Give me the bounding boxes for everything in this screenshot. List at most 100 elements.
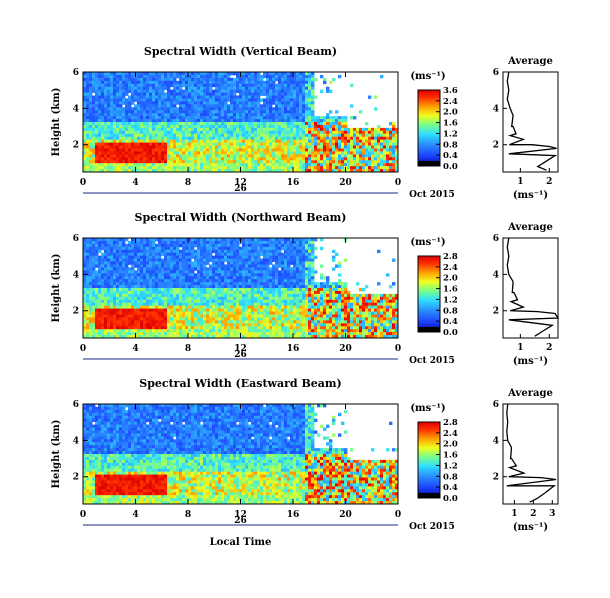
heatmap-cell — [155, 74, 159, 79]
heatmap-cell — [167, 305, 171, 309]
heatmap-cell — [221, 238, 225, 242]
heatmap-cell — [119, 136, 123, 141]
heatmap-cell — [227, 305, 231, 309]
heatmap-cell — [245, 80, 249, 85]
heatmap-cell — [257, 169, 261, 173]
heatmap-cell — [107, 74, 111, 79]
heatmap-cell — [95, 299, 99, 304]
heatmap-cell — [116, 279, 120, 283]
heatmap-cell — [110, 142, 114, 146]
heatmap-cell — [239, 80, 243, 85]
heatmap-cell — [158, 86, 162, 91]
heatmap-cell — [221, 80, 225, 85]
heatmap-cell — [146, 240, 150, 245]
heatmap-cell — [221, 288, 225, 292]
heatmap-cell — [176, 264, 180, 268]
heatmap-cell — [134, 261, 138, 265]
heatmap-cell — [149, 282, 153, 286]
heatmap-cell — [101, 285, 105, 289]
heatmap-cell — [143, 166, 147, 170]
heatmap-cell — [194, 320, 198, 324]
heatmap-cell — [215, 332, 219, 336]
heatmap-cell — [101, 95, 105, 99]
heatmap-cell — [287, 157, 291, 161]
heatmap-cell — [140, 320, 144, 324]
heatmap-cell — [251, 124, 255, 129]
heatmap-cell — [92, 305, 96, 309]
heatmap-cell — [242, 110, 246, 114]
heatmap-cell — [146, 110, 150, 114]
heatmap-cell — [353, 116, 357, 120]
heatmap-cell — [242, 157, 246, 161]
heatmap-cell — [239, 329, 243, 333]
heatmap-cell — [209, 74, 213, 79]
heatmap-cell — [86, 74, 90, 79]
heatmap-cell — [224, 86, 228, 91]
heatmap-cell — [218, 290, 222, 295]
heatmap-cell — [278, 95, 282, 99]
heatmap-cell — [170, 154, 174, 158]
heatmap-cell — [221, 160, 225, 164]
heatmap-cell — [386, 160, 390, 164]
heatmap-cell — [152, 261, 156, 265]
heatmap-cell — [182, 163, 186, 167]
heatmap-cell — [122, 276, 126, 280]
heatmap-cell — [236, 264, 240, 268]
heatmap-cell — [191, 273, 195, 277]
heatmap-cell — [284, 136, 288, 141]
heatmap-cell — [248, 136, 252, 141]
heatmap-cell — [221, 98, 225, 102]
heatmap-cell — [164, 157, 168, 161]
heatmap-cell — [383, 163, 387, 167]
heatmap-cell — [197, 157, 201, 161]
heatmap-cell — [197, 151, 201, 155]
heatmap-cell — [326, 148, 330, 152]
heatmap-cell — [98, 92, 102, 96]
heatmap-cell — [227, 163, 231, 167]
heatmap-cell — [206, 157, 210, 161]
heatmap-cell — [176, 279, 180, 283]
heatmap-cell — [134, 145, 138, 149]
heatmap-cell — [101, 311, 105, 315]
heatmap-cell — [242, 116, 246, 120]
heatmap-cell — [287, 154, 291, 158]
heatmap-cell — [251, 139, 255, 143]
heatmap-cell — [140, 252, 144, 257]
heatmap-cell — [227, 296, 231, 301]
heatmap-cell — [299, 74, 303, 79]
heatmap-cell — [236, 243, 240, 248]
heatmap-cell — [278, 139, 282, 143]
heatmap-cell — [167, 282, 171, 286]
heatmap-cell — [317, 139, 321, 143]
heatmap-cell — [296, 95, 300, 99]
heatmap-cell — [176, 243, 180, 248]
heatmap-cell — [311, 154, 315, 158]
heatmap-cell — [191, 145, 195, 149]
heatmap-cell — [311, 74, 315, 79]
heatmap-cell — [125, 252, 129, 257]
heatmap-cell — [233, 89, 237, 93]
heatmap-cell — [191, 308, 195, 312]
heatmap-cell — [227, 264, 231, 268]
heatmap-cell — [212, 270, 216, 274]
heatmap-cell — [260, 124, 264, 129]
heatmap-cell — [200, 77, 204, 82]
heatmap-cell — [320, 74, 324, 79]
heatmap-cell — [86, 72, 90, 76]
heatmap-cell — [185, 255, 189, 259]
heatmap-cell — [236, 317, 240, 321]
heatmap-cell — [176, 273, 180, 277]
heatmap-cell — [182, 130, 186, 135]
heatmap-cell — [122, 154, 126, 158]
heatmap-cell — [311, 92, 315, 96]
heatmap-cell — [341, 151, 345, 155]
heatmap-cell — [305, 130, 309, 135]
heatmap-cell — [95, 124, 99, 129]
heatmap-cell — [83, 293, 87, 298]
heatmap-cell — [239, 270, 243, 274]
heatmap-cell — [161, 285, 165, 289]
heatmap-cell — [125, 136, 129, 141]
heatmap-cell — [161, 124, 165, 129]
heatmap-cell — [149, 104, 153, 108]
heatmap-cell — [359, 127, 363, 132]
